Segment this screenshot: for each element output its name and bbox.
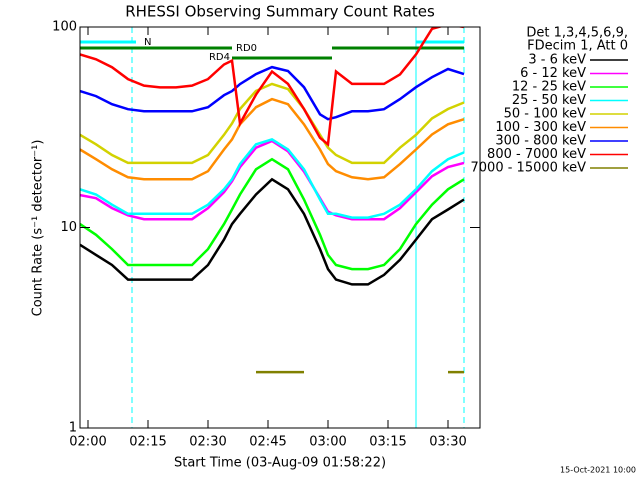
legend-label: 3 - 6 keV [528, 53, 586, 68]
chart-title: RHESSI Observing Summary Count Rates [125, 3, 435, 21]
legend-label: 50 - 100 keV [504, 107, 587, 122]
x-tick-label: 03:15 [369, 435, 406, 450]
y-axis-label: Count Rate (s⁻¹ detector⁻¹) [31, 140, 46, 317]
legend-label: 25 - 50 keV [512, 93, 586, 108]
timestamp: 15-Oct-2021 10:00 [560, 466, 636, 475]
y-tick-label: 1 [69, 421, 77, 436]
x-tick-label: 03:30 [429, 435, 466, 450]
x-tick-label: 03:00 [309, 435, 346, 450]
flag-label: RD4 [209, 52, 230, 63]
y-tick-label: 100 [52, 20, 77, 35]
series-line [80, 139, 465, 221]
plot-area [80, 27, 465, 428]
legend-label: 7000 - 15000 keV [471, 161, 587, 176]
legend-label: 6 - 12 keV [520, 66, 586, 81]
x-tick-label: 02:30 [189, 435, 226, 450]
series-line [80, 138, 465, 219]
x-tick-label: 02:15 [129, 435, 166, 450]
series-line [80, 65, 465, 121]
x-axis-label: Start Time (03-Aug-09 01:58:22) [174, 456, 386, 471]
legend-header: Det 1,3,4,5,6,9, [526, 26, 628, 41]
series-line [80, 27, 464, 147]
series-line [80, 157, 465, 271]
y-tick-label: 10 [60, 220, 77, 235]
series-line [80, 82, 465, 165]
legend-label: 300 - 800 keV [495, 134, 586, 149]
flag-label: N [144, 37, 151, 48]
legend-header: FDecim 1, Att 0 [527, 39, 628, 54]
legend-label: 100 - 300 keV [495, 120, 586, 135]
flag-label: RD0 [236, 43, 257, 54]
legend-label: 800 - 7000 keV [487, 147, 586, 162]
legend-label: 12 - 25 keV [512, 80, 586, 95]
x-tick-label: 02:00 [69, 435, 106, 450]
series-line [80, 177, 465, 286]
series-line [80, 97, 465, 181]
x-tick-label: 02:45 [249, 435, 286, 450]
